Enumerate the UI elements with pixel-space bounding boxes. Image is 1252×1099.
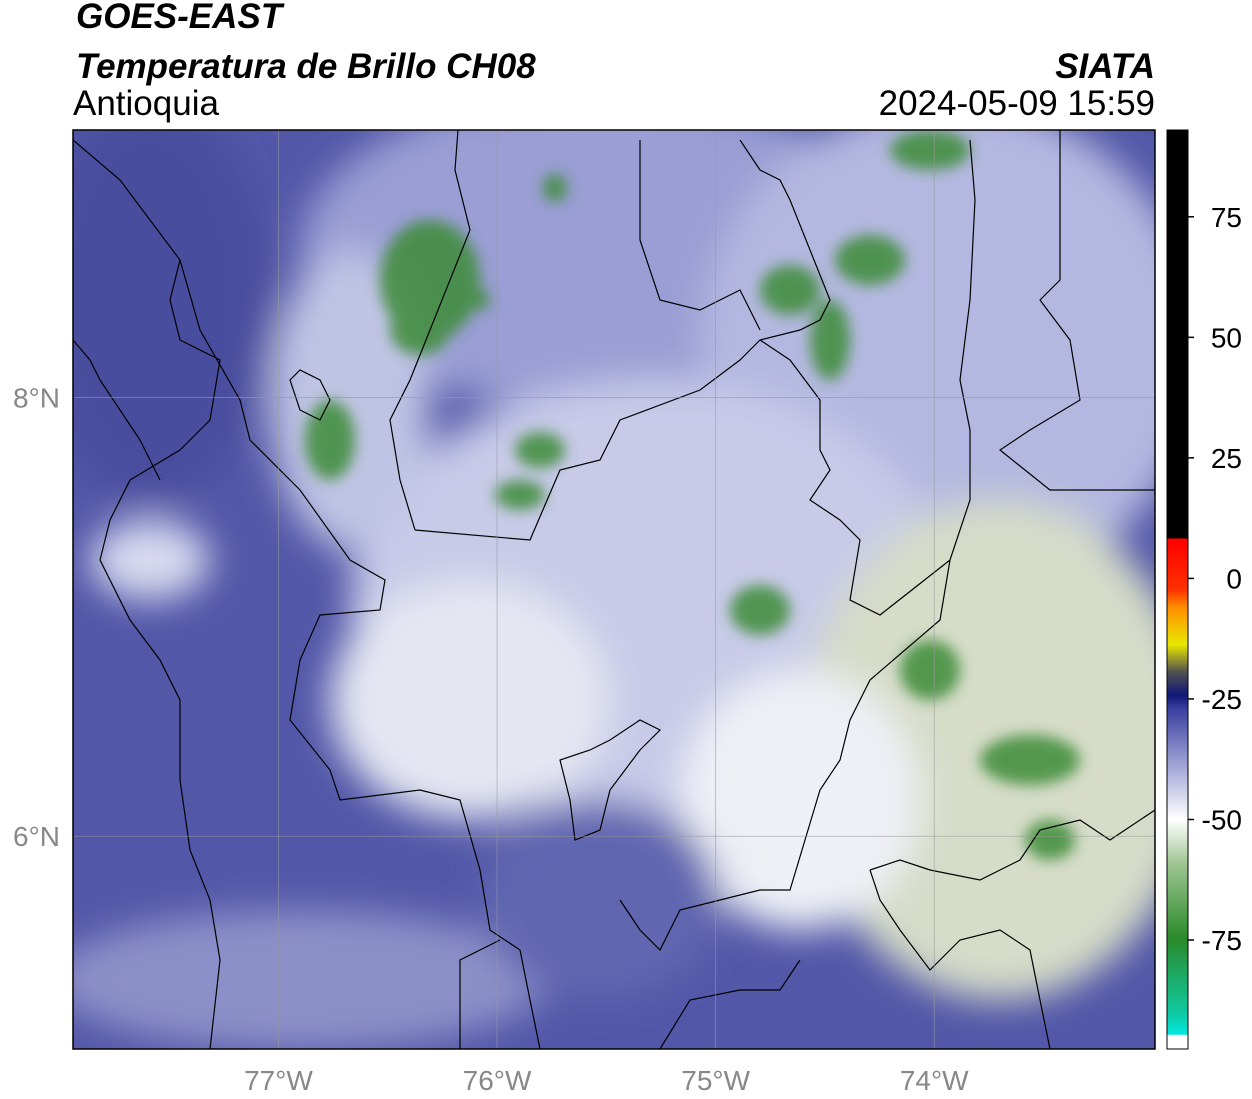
map-frame xyxy=(72,129,1156,1050)
x-tick-label: 75°W xyxy=(681,1065,750,1096)
colorbar-tick-label: 0 xyxy=(1226,563,1242,594)
colorbar-tick-label: -25 xyxy=(1202,684,1242,715)
source: SIATA xyxy=(1055,47,1155,86)
datetime: 2024-05-09 15:59 xyxy=(879,84,1155,123)
colorbar-tick-label: -50 xyxy=(1202,804,1242,835)
colorbar-tick-label: 75 xyxy=(1211,202,1242,233)
satellite: GOES-EAST xyxy=(76,0,285,36)
product: Temperatura de Brillo CH08 xyxy=(76,47,536,86)
colorbar xyxy=(1166,129,1189,1050)
y-tick-label: 8°N xyxy=(13,383,60,414)
colorbar-tick-label: -75 xyxy=(1202,925,1242,956)
colorbar-tick-label: 25 xyxy=(1211,443,1242,474)
satellite-image xyxy=(73,130,1155,1049)
x-tick-label: 74°W xyxy=(900,1065,969,1096)
x-tick-label: 76°W xyxy=(463,1065,532,1096)
region: Antioquia xyxy=(73,84,219,123)
y-tick-label: 6°N xyxy=(13,821,60,852)
colorbar-tick-label: 50 xyxy=(1211,322,1242,353)
x-tick-label: 77°W xyxy=(244,1065,313,1096)
